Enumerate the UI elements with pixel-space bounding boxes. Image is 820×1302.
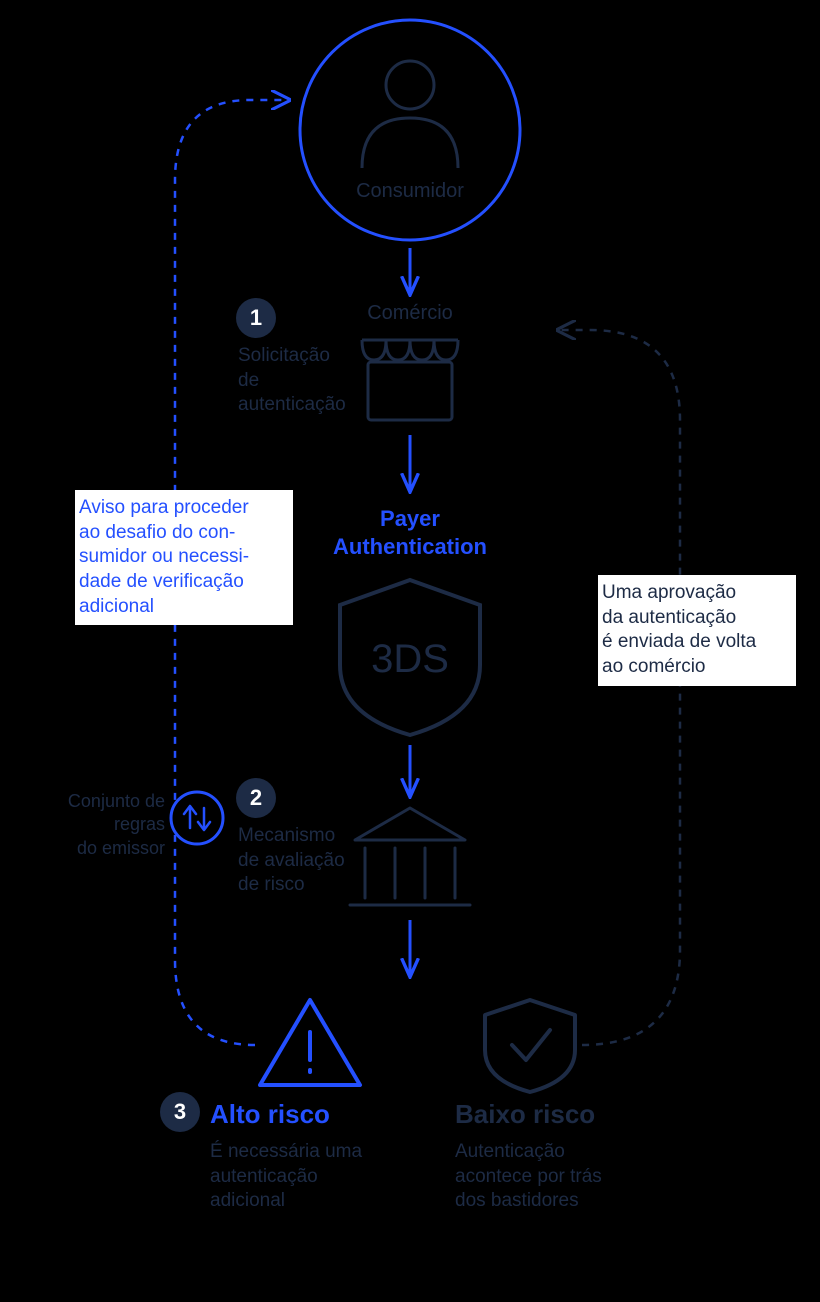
low-risk-desc: Autenticação acontece por trás dos basti…: [455, 1140, 602, 1214]
consumer-circle: [300, 20, 520, 240]
authentication-flow-diagram: 3DS Consumidor Comércio 1 Solicitação de…: [0, 0, 820, 1302]
step-3-badge: 3: [160, 1092, 200, 1132]
person-body-icon: [362, 118, 458, 168]
step-2-badge: 2: [236, 778, 276, 818]
shield-check-icon: [485, 1000, 575, 1092]
step-2-text: Mecanismo de avaliação de risco: [238, 824, 345, 898]
right-notice-text: Uma aprovação da autenticação é enviada …: [602, 581, 792, 680]
left-notice-text: Aviso para proceder ao desafio do con- s…: [79, 496, 289, 619]
rules-circle-icon: [171, 792, 223, 844]
left-notice-box: Aviso para proceder ao desafio do con- s…: [75, 490, 293, 625]
right-notice-box: Uma aprovação da autenticação é enviada …: [598, 575, 796, 686]
high-risk-desc: É necessária uma autenticação adicional: [210, 1140, 362, 1214]
step-1-text: Solicitação de autenticação: [238, 344, 346, 418]
shield-text: 3DS: [371, 637, 449, 681]
bank-icon: [350, 808, 470, 905]
warning-triangle-icon: [260, 1000, 360, 1085]
rules-label: Conjunto de regras do emissor: [30, 790, 165, 860]
consumer-label: Consumidor: [0, 178, 820, 204]
high-risk-title: Alto risco: [210, 1098, 330, 1132]
low-risk-title: Baixo risco: [455, 1098, 595, 1132]
step-1-badge: 1: [236, 298, 276, 338]
shield-3ds-icon: 3DS: [340, 580, 480, 735]
commerce-label: Comércio: [0, 300, 820, 326]
person-head-icon: [386, 61, 434, 109]
dashed-path-right: [560, 330, 680, 1045]
store-icon: [362, 340, 458, 420]
